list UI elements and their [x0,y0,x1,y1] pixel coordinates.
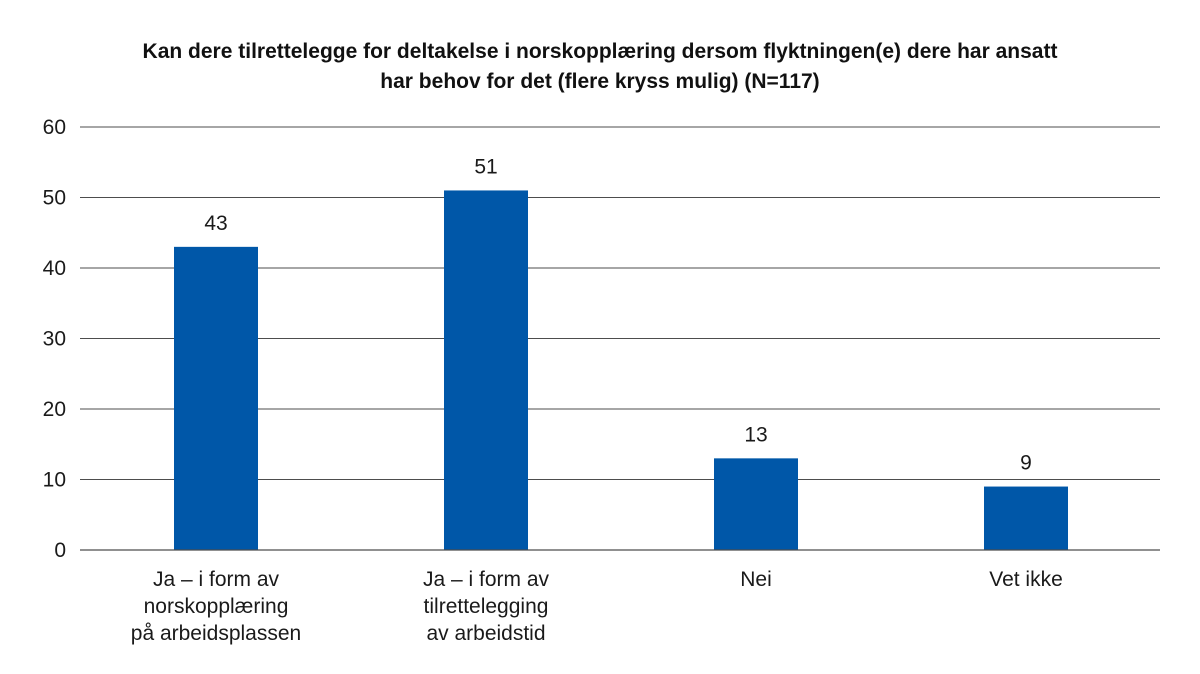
category-label: Ja – i form av [423,568,550,591]
y-tick-label: 20 [43,398,66,421]
bar-3 [714,458,798,550]
x-axis-category-labels: Ja – i form av norskopplæring på arbeidspl… [131,568,1063,645]
chart-title: Kan dere tilrettelegge for deltakelse i … [143,40,1058,93]
chart-title-line-2: har behov for det (flere kryss mulig) (N… [380,70,819,93]
category-label: Nei [740,568,772,591]
y-tick-label: 50 [43,187,66,210]
category-label: norskopplæring [144,595,289,618]
y-tick-label: 60 [43,116,66,139]
bar-1 [174,246,258,550]
category-label: av arbeidstid [426,622,545,645]
y-tick-label: 30 [43,328,66,351]
data-label-1: 43 [204,212,227,235]
category-label: Vet ikke [989,568,1063,591]
y-gridlines [80,126,1160,480]
data-label-2: 51 [474,155,497,178]
data-labels: 43 51 13 9 [204,155,1032,474]
bar-2 [444,190,528,550]
y-tick-label: 0 [54,539,66,562]
category-label: Ja – i form av [153,568,280,591]
category-label: tilrettelegging [424,595,549,618]
data-label-3: 13 [744,423,767,446]
y-tick-label: 40 [43,257,66,280]
data-label-4: 9 [1020,452,1032,475]
y-axis-ticks: 0 10 20 30 40 50 60 [43,116,66,562]
y-tick-label: 10 [43,469,66,492]
category-label: på arbeidsplassen [131,622,301,645]
bars [174,190,1068,550]
chart-title-line-1: Kan dere tilrettelegge for deltakelse i … [143,40,1058,63]
bar-4 [984,486,1068,550]
